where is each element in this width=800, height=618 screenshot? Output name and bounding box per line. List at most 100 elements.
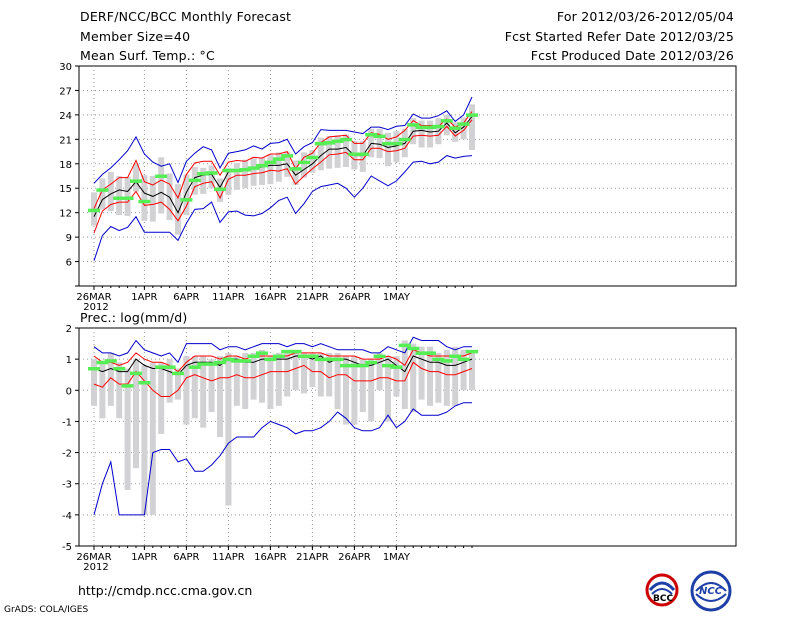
temp-green-marker <box>239 167 252 172</box>
temp-gray-bar <box>133 163 139 192</box>
temp-gray-bar <box>393 131 400 163</box>
temp-gray-bar <box>267 154 274 185</box>
prec-gray-bar <box>435 352 442 403</box>
temp-line-mean-1-sd <box>93 119 473 234</box>
prec-gray-bar <box>242 352 249 409</box>
prec-gray-bar <box>225 352 232 506</box>
prec-x-tick-label: 16APR <box>254 552 287 563</box>
prec-green-marker <box>348 363 361 368</box>
prec-green-marker <box>264 357 277 362</box>
prec-gray-bar <box>116 362 123 419</box>
temp-green-marker <box>331 139 344 143</box>
temp-green-marker <box>197 172 210 176</box>
prec-green-marker <box>398 343 411 348</box>
prec-line-mean-1-sd <box>93 361 473 397</box>
prec-green-marker <box>172 371 184 376</box>
prec-green-marker <box>440 359 453 363</box>
temp-gray-bar <box>292 160 299 185</box>
prec-x-tick-label: 1MAY <box>383 552 411 563</box>
prec-gray-bar <box>107 352 114 406</box>
prec-y-tick-label: -1 <box>62 417 72 428</box>
temp-green-marker <box>230 168 243 173</box>
temp-gray-bar <box>99 178 106 210</box>
prec-line-ensemble-min <box>93 402 472 516</box>
temp-gray-bar <box>225 167 232 195</box>
prec-gray-bar <box>158 362 165 434</box>
prec-gray-bar <box>124 368 131 490</box>
temp-plot-frame <box>78 65 737 287</box>
ncc-logo-label: NCC <box>699 586 723 597</box>
temp-gray-bar <box>309 149 316 173</box>
prec-green-marker <box>331 357 344 362</box>
prec-green-marker <box>424 351 436 355</box>
temp-green-marker <box>449 126 462 130</box>
temp-gray-bar <box>208 165 215 189</box>
temp-gray-bar <box>452 122 459 142</box>
temp-gray-bar <box>334 135 341 168</box>
prec-green-marker <box>121 384 134 388</box>
temp-green-marker <box>155 174 168 178</box>
prec-gray-bar <box>401 340 408 409</box>
temp-gray-bar <box>343 134 349 168</box>
temp-green-marker <box>121 196 134 200</box>
temp-green-marker <box>424 125 436 130</box>
prec-gray-bar <box>443 349 450 406</box>
temp-x-tick-label: 26APR <box>338 292 371 303</box>
temp-gray-bar <box>107 171 114 212</box>
temp-green-marker <box>113 196 126 200</box>
prec-green-marker <box>407 346 420 351</box>
temp-gray-bar <box>275 152 282 182</box>
prec-green-marker <box>113 366 126 371</box>
prec-x-tick-label: 21APR <box>296 552 329 563</box>
temp-green-marker <box>314 141 327 146</box>
prec-gray-bar <box>200 356 207 428</box>
temp-green-marker <box>432 124 445 129</box>
temp-green-marker <box>390 141 403 146</box>
bcc-logo-label: BCC <box>653 594 674 604</box>
temp-green-marker <box>415 125 428 130</box>
prec-green-marker <box>415 351 428 355</box>
start-date: Fcst Started Refer Date 2012/03/25 <box>504 29 734 44</box>
temp-gray-bar <box>233 162 240 190</box>
prec-gray-bar <box>418 346 425 400</box>
temp-gray-bar <box>242 159 249 189</box>
prec-gray-bar <box>275 352 282 406</box>
temp-gray-bar <box>301 152 307 178</box>
prec-green-marker <box>197 362 210 366</box>
prec-gray-bar <box>284 349 291 397</box>
temp-gray-bar <box>460 117 467 140</box>
prec-x-tick-label: 11APR <box>212 552 245 563</box>
prec-green-marker <box>298 354 310 359</box>
temp-green-marker <box>348 152 361 156</box>
temp-green-marker <box>356 152 369 156</box>
prec-green-marker <box>373 354 386 359</box>
prec-gray-bar <box>217 356 223 437</box>
temp-green-marker <box>222 168 235 173</box>
temp-green-marker <box>264 160 277 165</box>
temp-gray-bar <box>376 128 383 159</box>
temp-green-marker <box>214 187 226 192</box>
temp-green-marker <box>382 141 394 146</box>
temp-x-tick-label: 21APR <box>296 292 329 303</box>
variable-label: Mean Surf. Temp.: °C <box>80 48 215 63</box>
prec-y-tick-label: 0 <box>66 386 72 397</box>
prec-green-marker <box>449 354 462 359</box>
temp-green-marker <box>247 166 260 170</box>
temp-green-marker <box>466 113 478 117</box>
temp-gray-bar <box>385 132 391 167</box>
temp-green-marker <box>256 163 268 168</box>
prec-green-marker <box>356 363 369 368</box>
prec-green-marker <box>314 357 327 362</box>
forecast-period: For 2012/03/26-2012/05/04 <box>556 9 734 24</box>
prec-gray-bar <box>452 346 459 406</box>
temp-gray-bar <box>317 137 324 171</box>
source-url[interactable]: http://cmdp.ncc.cma.gov.cn <box>78 583 253 598</box>
prec-y-tick-label: 2 <box>66 324 72 335</box>
ncc-logo-icon <box>690 570 732 612</box>
temp-gray-bar <box>175 184 181 235</box>
prec-green-marker <box>214 360 226 365</box>
temp-y-tick-label: 6 <box>66 258 72 269</box>
prec-gray-bar <box>309 352 316 388</box>
temp-x-tick-label: 2012 <box>83 302 108 313</box>
temp-gray-bar <box>124 176 131 216</box>
